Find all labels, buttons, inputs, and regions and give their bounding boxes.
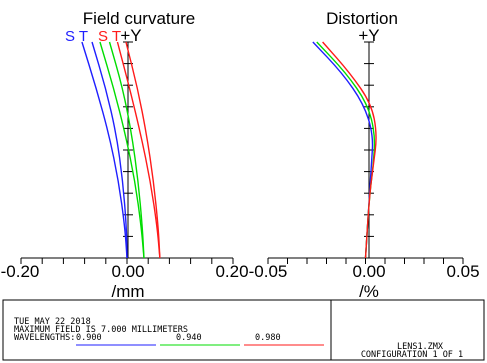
chart1-series-1 (81, 41, 128, 259)
footer-file: LENS1.ZMX (397, 342, 444, 352)
chart2-title: Distortion (326, 9, 398, 28)
footer-wavelength-2: 0.940 (176, 333, 202, 343)
footer-configuration: CONFIGURATION 1 OF 1 (361, 350, 463, 360)
chart2-tick-left: -0.05 (249, 262, 288, 281)
chart2-y-label: +Y (358, 26, 379, 45)
chart1-tick-right: 0.20 (215, 262, 248, 281)
chart2-tick-right: 0.05 (446, 262, 479, 281)
chart1-tick-left: -0.20 (1, 262, 40, 281)
chart1-series-3 (99, 41, 145, 259)
chart1-title: Field curvature (83, 9, 195, 28)
chart1-x-unit: /mm (111, 282, 144, 301)
chart1-tick-center: 0.00 (111, 262, 144, 281)
chart2-series-1 (312, 41, 374, 259)
footer-wavelengths-label: WAVELENGTHS: (14, 333, 75, 343)
info-panel-frame (2, 299, 485, 361)
footer-wavelength-1: 0.900 (76, 333, 102, 343)
footer-max-field: MAXIMUM FIELD IS 7.000 MILLIMETERS (14, 325, 188, 335)
footer-wavelength-3: 0.980 (255, 333, 281, 343)
chart1-series-4 (108, 41, 145, 259)
chart1-legend-blue: S T (65, 28, 88, 45)
chart1-series-5 (116, 41, 161, 259)
chart2-tick-center: 0.00 (352, 262, 385, 281)
chart2-x-unit: /% (359, 282, 379, 301)
chart1-legend-red: S T (98, 28, 121, 45)
chart1-series-6 (125, 41, 161, 259)
charts-layer (20, 41, 464, 264)
chart1-series-2 (91, 41, 128, 259)
chart2-series-3 (322, 41, 377, 259)
chart1-y-label: +Y (120, 26, 141, 45)
footer-date: TUE MAY 22 2018 (14, 317, 91, 327)
